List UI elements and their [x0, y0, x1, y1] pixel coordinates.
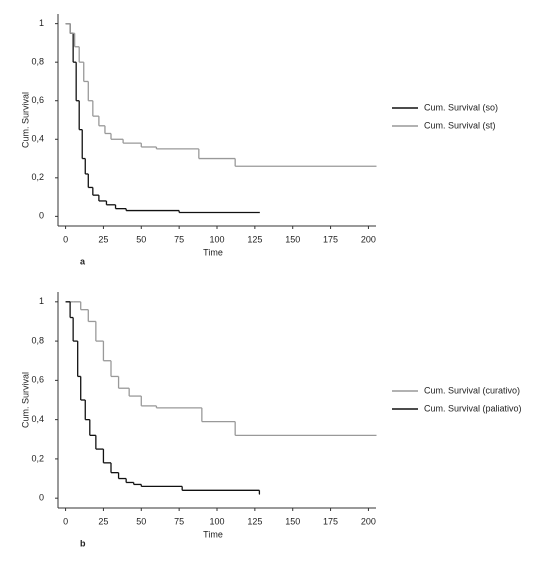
x-tick-label: 25 — [98, 516, 108, 526]
x-tick-label: 175 — [323, 234, 338, 244]
y-tick-label: 0 — [39, 493, 44, 503]
y-tick-label: 0,8 — [31, 335, 44, 345]
x-axis-label: Time — [203, 247, 223, 257]
x-axis-label: Time — [203, 529, 223, 539]
legend-label: Cum. Survival (paliativo) — [424, 403, 522, 413]
y-axis-label: Cum. Survival — [20, 92, 30, 148]
x-tick-label: 100 — [209, 516, 224, 526]
x-tick-label: 75 — [174, 516, 184, 526]
x-tick-label: 75 — [174, 234, 184, 244]
panel-label: b — [80, 538, 86, 548]
y-tick-label: 0,4 — [31, 134, 44, 144]
x-tick-label: 25 — [98, 234, 108, 244]
legend-label: Cum. Survival (st) — [424, 120, 496, 130]
y-tick-label: 1 — [39, 296, 44, 306]
x-tick-label: 125 — [247, 234, 262, 244]
y-tick-label: 0,2 — [31, 172, 44, 182]
y-tick-label: 0,6 — [31, 95, 44, 105]
x-tick-label: 0 — [63, 516, 68, 526]
y-axis-label: Cum. Survival — [20, 372, 30, 428]
y-tick-label: 0,8 — [31, 57, 44, 67]
x-tick-label: 125 — [247, 516, 262, 526]
x-tick-label: 200 — [361, 234, 376, 244]
legend-label: Cum. Survival (so) — [424, 102, 498, 112]
y-tick-label: 0 — [39, 211, 44, 221]
legend-label: Cum. Survival (curativo) — [424, 385, 520, 395]
x-tick-label: 50 — [136, 234, 146, 244]
x-tick-label: 150 — [285, 234, 300, 244]
x-tick-label: 200 — [361, 516, 376, 526]
panel-label: a — [80, 256, 86, 266]
y-tick-label: 1 — [39, 18, 44, 28]
y-tick-label: 0,6 — [31, 375, 44, 385]
x-tick-label: 150 — [285, 516, 300, 526]
x-tick-label: 50 — [136, 516, 146, 526]
y-tick-label: 0,4 — [31, 414, 44, 424]
y-tick-label: 0,2 — [31, 453, 44, 463]
x-tick-label: 0 — [63, 234, 68, 244]
x-tick-label: 175 — [323, 516, 338, 526]
x-tick-label: 100 — [209, 234, 224, 244]
